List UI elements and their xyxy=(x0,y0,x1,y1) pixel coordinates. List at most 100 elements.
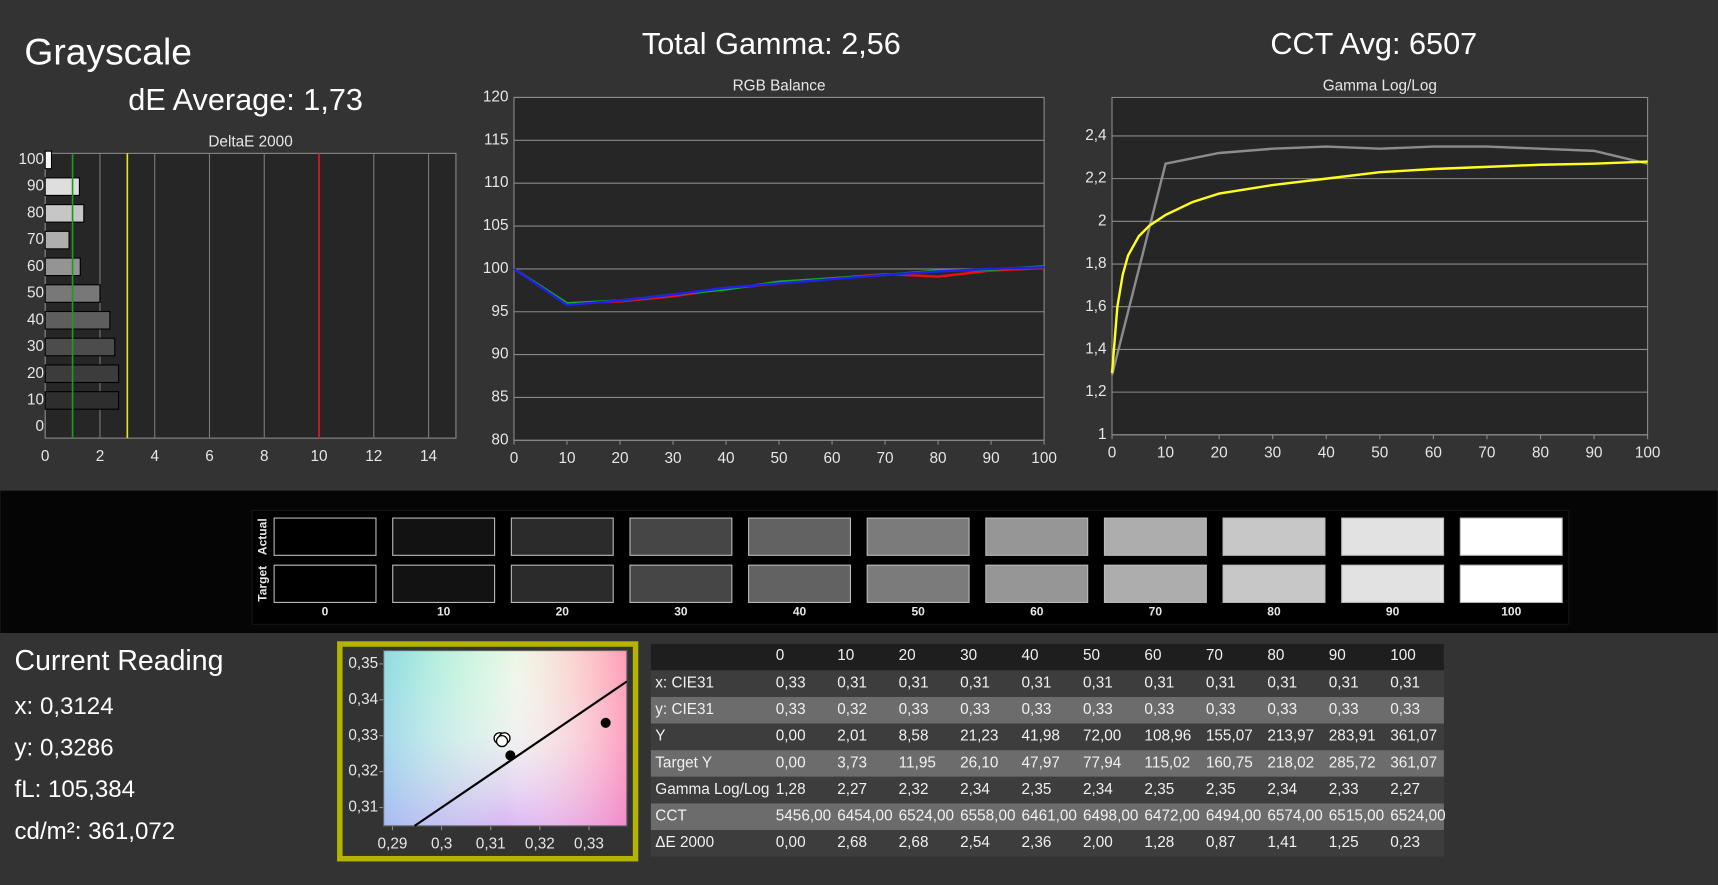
table-cell: 2,68 xyxy=(837,834,867,851)
y-tick-label: 0,32 xyxy=(348,763,378,780)
x-tick-label: 80 xyxy=(1532,444,1549,461)
plot-area xyxy=(44,152,457,439)
y-tick-label: 90 xyxy=(27,178,44,195)
bar xyxy=(44,337,116,357)
table-cell: 6498,00 xyxy=(1083,808,1138,825)
swatch xyxy=(392,517,496,556)
table-cell: 0,00 xyxy=(776,728,806,745)
page-title: Grayscale xyxy=(24,31,192,73)
table-cell: 0,33 xyxy=(1206,701,1236,718)
planckian-locus xyxy=(413,680,628,827)
table-header: 90 xyxy=(1329,647,1346,664)
table-cell: 0,31 xyxy=(1083,675,1113,692)
table-cell: x: CIE31 xyxy=(655,675,714,692)
table-cell: Y xyxy=(655,728,665,745)
y-tick-label: 100 xyxy=(483,260,509,277)
x-tick-label: 0 xyxy=(510,450,519,467)
swatch-row-label: Actual xyxy=(255,518,269,555)
table-cell: 6524,00 xyxy=(1390,808,1445,825)
x-tick-label: 30 xyxy=(664,450,681,467)
x-tick-label: 10 xyxy=(1157,444,1174,461)
table-cell: 0,31 xyxy=(960,675,990,692)
table-cell: 0,31 xyxy=(1267,675,1297,692)
table-cell: 2,27 xyxy=(837,781,867,798)
table-cell: 77,94 xyxy=(1083,754,1122,771)
swatch-level-label: 50 xyxy=(911,604,925,618)
x-tick-label: 90 xyxy=(1586,444,1603,461)
table-cell: 1,25 xyxy=(1329,834,1359,851)
swatch xyxy=(510,564,614,603)
swatch xyxy=(1103,564,1207,603)
table-cell: 0,31 xyxy=(1022,675,1052,692)
bar xyxy=(44,310,111,330)
x-tick-label: 8 xyxy=(260,448,269,465)
table-cell: 6524,00 xyxy=(899,808,954,825)
y-tick-label: 2,2 xyxy=(1085,170,1106,187)
table-cell: 0,33 xyxy=(960,701,990,718)
table-cell: 2,54 xyxy=(960,834,990,851)
swatch xyxy=(866,564,970,603)
chart-title: DeltaE 2000 xyxy=(208,133,292,150)
table-cell: 0,00 xyxy=(776,834,806,851)
table-row-bg xyxy=(650,670,1444,697)
table-cell: 0,23 xyxy=(1390,834,1420,851)
swatch xyxy=(985,517,1089,556)
x-tick-label: 50 xyxy=(1371,444,1388,461)
table-cell: 283,91 xyxy=(1329,728,1376,745)
table-cell: 2,27 xyxy=(1390,781,1420,798)
table-cell: 72,00 xyxy=(1083,728,1121,745)
table-cell: 213,97 xyxy=(1267,728,1314,745)
swatch xyxy=(1341,517,1445,556)
table-row-bg xyxy=(650,803,1444,831)
swatch-level-label: 80 xyxy=(1267,604,1281,618)
swatch-level-label: 100 xyxy=(1501,604,1521,618)
table-cell: 2,34 xyxy=(1083,781,1113,798)
table-cell: 2,33 xyxy=(1329,781,1359,798)
swatch-level-label: 30 xyxy=(674,604,688,618)
table-cell: 218,02 xyxy=(1267,754,1314,771)
cie-frame xyxy=(337,641,639,862)
y-tick-label: 1,6 xyxy=(1085,298,1106,315)
table-cell: 2,36 xyxy=(1022,834,1052,851)
table-cell: 2,32 xyxy=(899,781,929,798)
bar xyxy=(44,204,85,223)
swatch-level-label: 90 xyxy=(1386,604,1400,618)
reading-line: y: 0,3286 xyxy=(15,735,114,762)
table-cell: Gamma Log/Log xyxy=(655,781,769,798)
table-cell: 0,31 xyxy=(1206,675,1236,692)
bar xyxy=(44,150,53,170)
table-row-bg xyxy=(650,723,1444,751)
table-cell: 115,02 xyxy=(1144,754,1190,771)
swatch-level-label: 60 xyxy=(1030,604,1044,618)
x-tick-label: 60 xyxy=(1425,444,1442,461)
table-cell: 0,31 xyxy=(899,675,929,692)
swatch xyxy=(392,564,496,603)
table-cell: 1,41 xyxy=(1267,834,1297,851)
x-tick-label: 0,32 xyxy=(525,836,555,853)
swatch-level-label: 20 xyxy=(556,604,570,618)
table-cell: 2,01 xyxy=(837,728,867,745)
table-cell: 1,28 xyxy=(1144,834,1174,851)
reading-line: fL: 105,384 xyxy=(15,776,136,803)
swatch xyxy=(1222,564,1326,603)
y-tick-label: 2,4 xyxy=(1085,127,1107,144)
table-header: 30 xyxy=(960,647,977,664)
table-cell: 0,33 xyxy=(1267,701,1297,718)
table-header: 70 xyxy=(1206,647,1223,664)
table-cell: 2,35 xyxy=(1022,781,1052,798)
table-cell: 0,33 xyxy=(1083,701,1113,718)
x-tick-label: 0 xyxy=(41,448,50,465)
table-cell: 0,31 xyxy=(1144,675,1174,692)
y-tick-label: 120 xyxy=(483,89,509,106)
swatch-level-label: 40 xyxy=(793,604,807,618)
x-tick-label: 6 xyxy=(205,448,214,465)
table-cell: 0,31 xyxy=(1390,675,1420,692)
table-cell: 2,68 xyxy=(899,834,929,851)
point xyxy=(600,717,611,728)
x-tick-label: 0 xyxy=(1108,444,1117,461)
y-tick-label: 1 xyxy=(1098,426,1107,443)
point xyxy=(505,750,516,761)
bar xyxy=(44,391,120,410)
x-tick-label: 70 xyxy=(1478,444,1495,461)
y-tick-label: 80 xyxy=(27,204,44,221)
